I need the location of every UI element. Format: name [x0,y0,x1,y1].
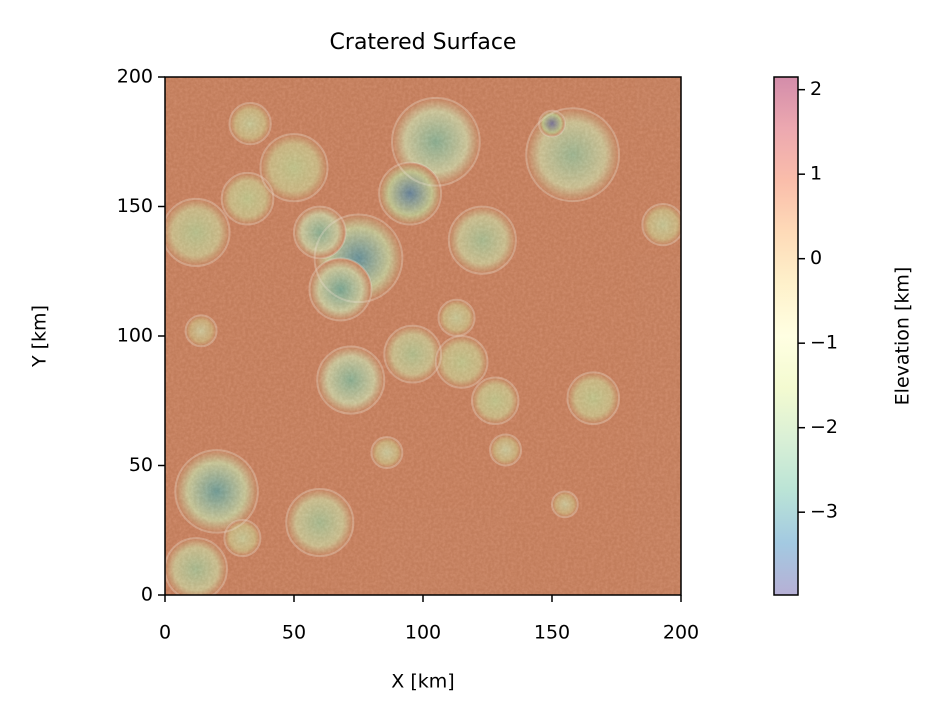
y-tick-label: 150 [117,195,153,217]
plot-area [165,77,681,595]
crater [438,299,475,336]
x-tick-label: 50 [282,622,306,644]
crater-rim [220,171,275,226]
y-tick-label: 50 [129,454,153,476]
crater [309,258,372,321]
crater-rim [437,298,476,337]
crater [224,519,261,557]
crater [552,491,578,518]
crater-rim [383,324,443,384]
crater [448,206,516,274]
crater [221,172,274,225]
crater [175,450,258,533]
crater-rim [313,213,404,304]
crater [472,377,519,424]
crater [642,203,681,246]
crater [286,488,354,557]
crater-rim [259,133,329,203]
crater [165,198,230,266]
crater [294,206,346,259]
colorbar-tick-label: −2 [810,416,838,438]
colorbar-frame [773,76,799,596]
crater-rim [471,376,520,425]
crater [384,325,442,383]
crater-rim [223,518,262,558]
crater-rim [525,107,621,203]
chart-title: Cratered Surface [330,30,517,55]
crater [317,346,385,414]
crater-rim [165,197,231,267]
elevation-layer [165,77,681,595]
x-tick-label: 200 [663,622,699,644]
crater-rim [641,202,681,247]
crater [567,372,620,424]
crater-rim [184,314,218,348]
crater-rim [391,96,481,187]
crater-rim [165,537,228,595]
crater-rim [370,436,404,470]
colorbar-tick-label: 0 [810,247,822,269]
crater-rim [447,205,517,275]
colorbar [774,77,798,595]
y-tick-label: 200 [117,66,153,88]
crater-rim [489,433,523,467]
crater-rim [228,101,272,146]
crater-rim [434,335,489,389]
crater [229,102,271,145]
crater [371,437,403,469]
crater-rim [566,371,621,425]
crater-rim [293,205,347,260]
colorbar-tick-label: 2 [810,78,822,100]
crater-rim [378,161,443,226]
crater-rim [174,449,259,534]
crater-rim [551,490,579,519]
x-tick-label: 100 [405,622,441,644]
crater [379,162,442,225]
crater-rim [308,257,373,322]
crater-rim [285,487,355,558]
crater-rim [538,109,566,138]
colorbar-tick-label: 1 [810,163,822,185]
x-tick-label: 150 [534,622,570,644]
colorbar-tick-label: −1 [810,332,838,354]
y-tick-label: 100 [117,325,153,347]
y-axis-label: Y [km] [29,305,51,368]
crater [185,315,217,347]
colorbar-label: Elevation [km] [892,267,914,406]
crater [260,134,328,202]
crater [539,110,565,137]
crater [435,336,488,388]
y-tick-label: 0 [141,584,153,606]
crater-rim [316,345,386,415]
x-tick-label: 0 [159,622,171,644]
colorbar-tick-label: −3 [810,501,838,523]
crater [165,538,227,595]
x-axis-label: X [km] [391,671,454,693]
crater [490,434,522,466]
